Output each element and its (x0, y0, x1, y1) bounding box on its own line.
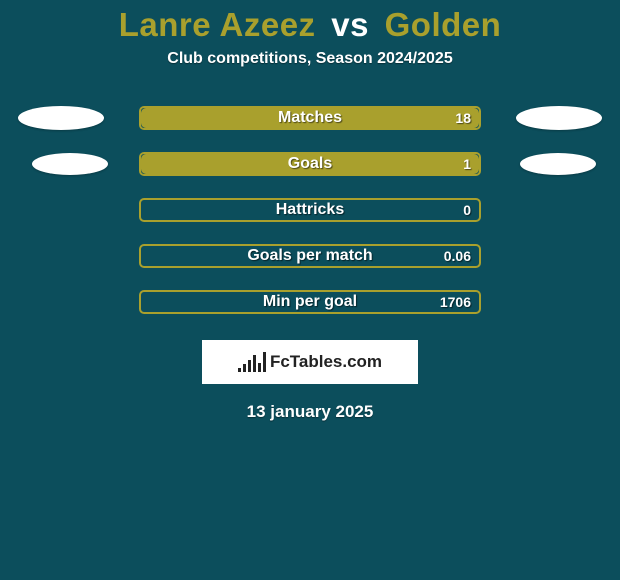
stat-right-value: 18 (455, 110, 471, 126)
stat-label: Goals per match (141, 247, 479, 265)
title-player2: Golden (385, 6, 502, 43)
stat-row: Min per goal1706 (0, 290, 620, 314)
player-oval-icon (520, 153, 596, 175)
stat-bar: Goals per match0.06 (139, 244, 481, 268)
stat-row: Hattricks0 (0, 198, 620, 222)
stat-right-value: 0.06 (444, 248, 471, 264)
player-oval-icon (18, 106, 104, 130)
stat-right-value: 1 (463, 156, 471, 172)
date-label: 13 january 2025 (0, 402, 620, 422)
stat-label: Min per goal (141, 293, 479, 311)
comparison-infographic: Lanre Azeez vs Golden Club competitions,… (0, 0, 620, 580)
stat-bar: Min per goal1706 (139, 290, 481, 314)
title-vs: vs (331, 6, 369, 43)
stat-bar: Hattricks0 (139, 198, 481, 222)
page-title: Lanre Azeez vs Golden (0, 6, 620, 44)
stat-row: Goals1 (0, 152, 620, 176)
player-oval-icon (32, 153, 108, 175)
player-oval-icon (516, 106, 602, 130)
stat-label: Matches (141, 109, 479, 127)
logo-bars-icon (238, 352, 266, 372)
stat-bar: Matches18 (139, 106, 481, 130)
stat-row: Goals per match0.06 (0, 244, 620, 268)
stat-label: Hattricks (141, 201, 479, 219)
stat-label: Goals (141, 155, 479, 173)
site-logo: FcTables.com (202, 340, 418, 384)
stat-right-value: 0 (463, 202, 471, 218)
stat-row: Matches18 (0, 106, 620, 130)
subtitle: Club competitions, Season 2024/2025 (0, 50, 620, 68)
stat-rows: Matches18 Goals1 Hattricks0 Goals per match… (0, 106, 620, 314)
stat-bar: Goals1 (139, 152, 481, 176)
stat-right-value: 1706 (440, 294, 471, 310)
title-player1: Lanre Azeez (119, 6, 316, 43)
logo-text: FcTables.com (270, 352, 382, 372)
